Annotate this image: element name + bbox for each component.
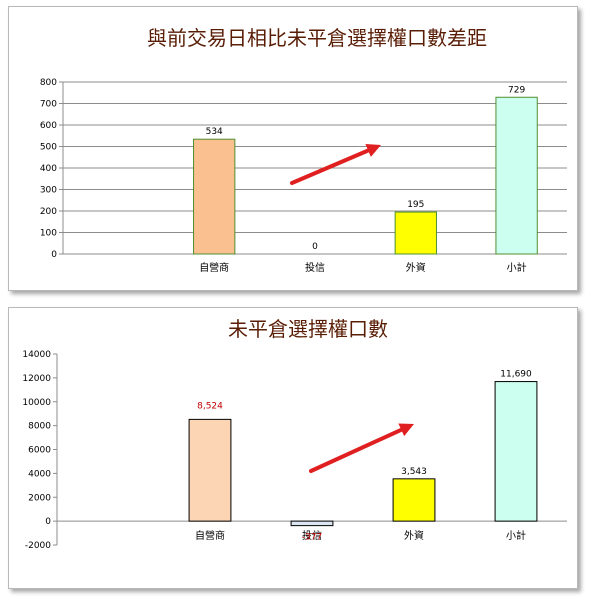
data-label: 729 [508, 85, 525, 95]
category-label: 投信 [305, 261, 325, 274]
category-label: 自營商 [195, 529, 225, 542]
y-tick-label: 100 [40, 229, 57, 239]
data-label: 534 [206, 127, 223, 137]
data-label: 3,543 [401, 467, 427, 477]
y-tick-label: 0 [45, 517, 51, 527]
y-tick-label: 12000 [22, 374, 51, 384]
y-tick-label: 10000 [22, 398, 51, 408]
bar [495, 96, 538, 255]
y-tick-label: 400 [40, 164, 57, 174]
trend-arrow-head [365, 144, 381, 157]
category-label: 投信 [302, 529, 322, 542]
bar [188, 418, 232, 522]
y-tick-label: 14000 [22, 350, 51, 360]
y-tick-label: 600 [40, 121, 57, 131]
chart-panel-change: 與前交易日相比未平倉選擇權口數差距 0 100 200 300 400 500 600 700 8… [8, 6, 578, 291]
bar [494, 381, 538, 522]
chart-title: 未平倉選擇權口數 [228, 317, 388, 341]
data-label: 8,524 [197, 401, 223, 411]
chart-change-svg: 與前交易日相比未平倉選擇權口數差距 0 100 200 300 400 500 600 700 8… [40, 26, 567, 274]
y-tick-label: 0 [51, 250, 57, 260]
data-label: 0 [312, 242, 318, 252]
bar [392, 478, 436, 522]
bar [193, 138, 236, 255]
chart-title: 與前交易日相比未平倉選擇權口數差距 [147, 26, 487, 50]
category-label: 小計 [506, 529, 526, 542]
trend-arrow-shaft [290, 148, 371, 185]
data-label: 11,690 [500, 370, 532, 380]
y-tick-label: 4000 [28, 469, 51, 479]
chart-panel-open-interest: 未平倉選擇權口數 -2000 0 2000 4000 6000 8000 10000 12000… [8, 307, 578, 589]
data-label: -377 [302, 533, 322, 543]
y-tick-label: 500 [40, 143, 57, 153]
category-label: 自營商 [199, 261, 229, 274]
trend-arrow-shaft [309, 427, 404, 473]
y-tick-label: 2000 [28, 493, 51, 503]
y-tick-label: 300 [40, 186, 57, 196]
category-label: 外資 [406, 262, 426, 274]
trend-arrow-head [398, 423, 414, 437]
category-label: 外資 [404, 530, 424, 542]
y-tick-label: -2000 [25, 541, 51, 551]
y-tick-label: 200 [40, 207, 57, 217]
y-tick-label: 800 [40, 78, 57, 88]
bar [290, 520, 334, 527]
chart-open-interest-svg: 未平倉選擇權口數 -2000 0 2000 4000 6000 8000 10000 12000… [22, 317, 567, 551]
y-tick-label: 8000 [28, 422, 51, 432]
y-tick-label: 6000 [28, 446, 51, 456]
y-tick-label: 700 [40, 100, 57, 110]
category-label: 小計 [507, 261, 527, 274]
data-label: 195 [407, 200, 424, 210]
bar [394, 211, 437, 255]
